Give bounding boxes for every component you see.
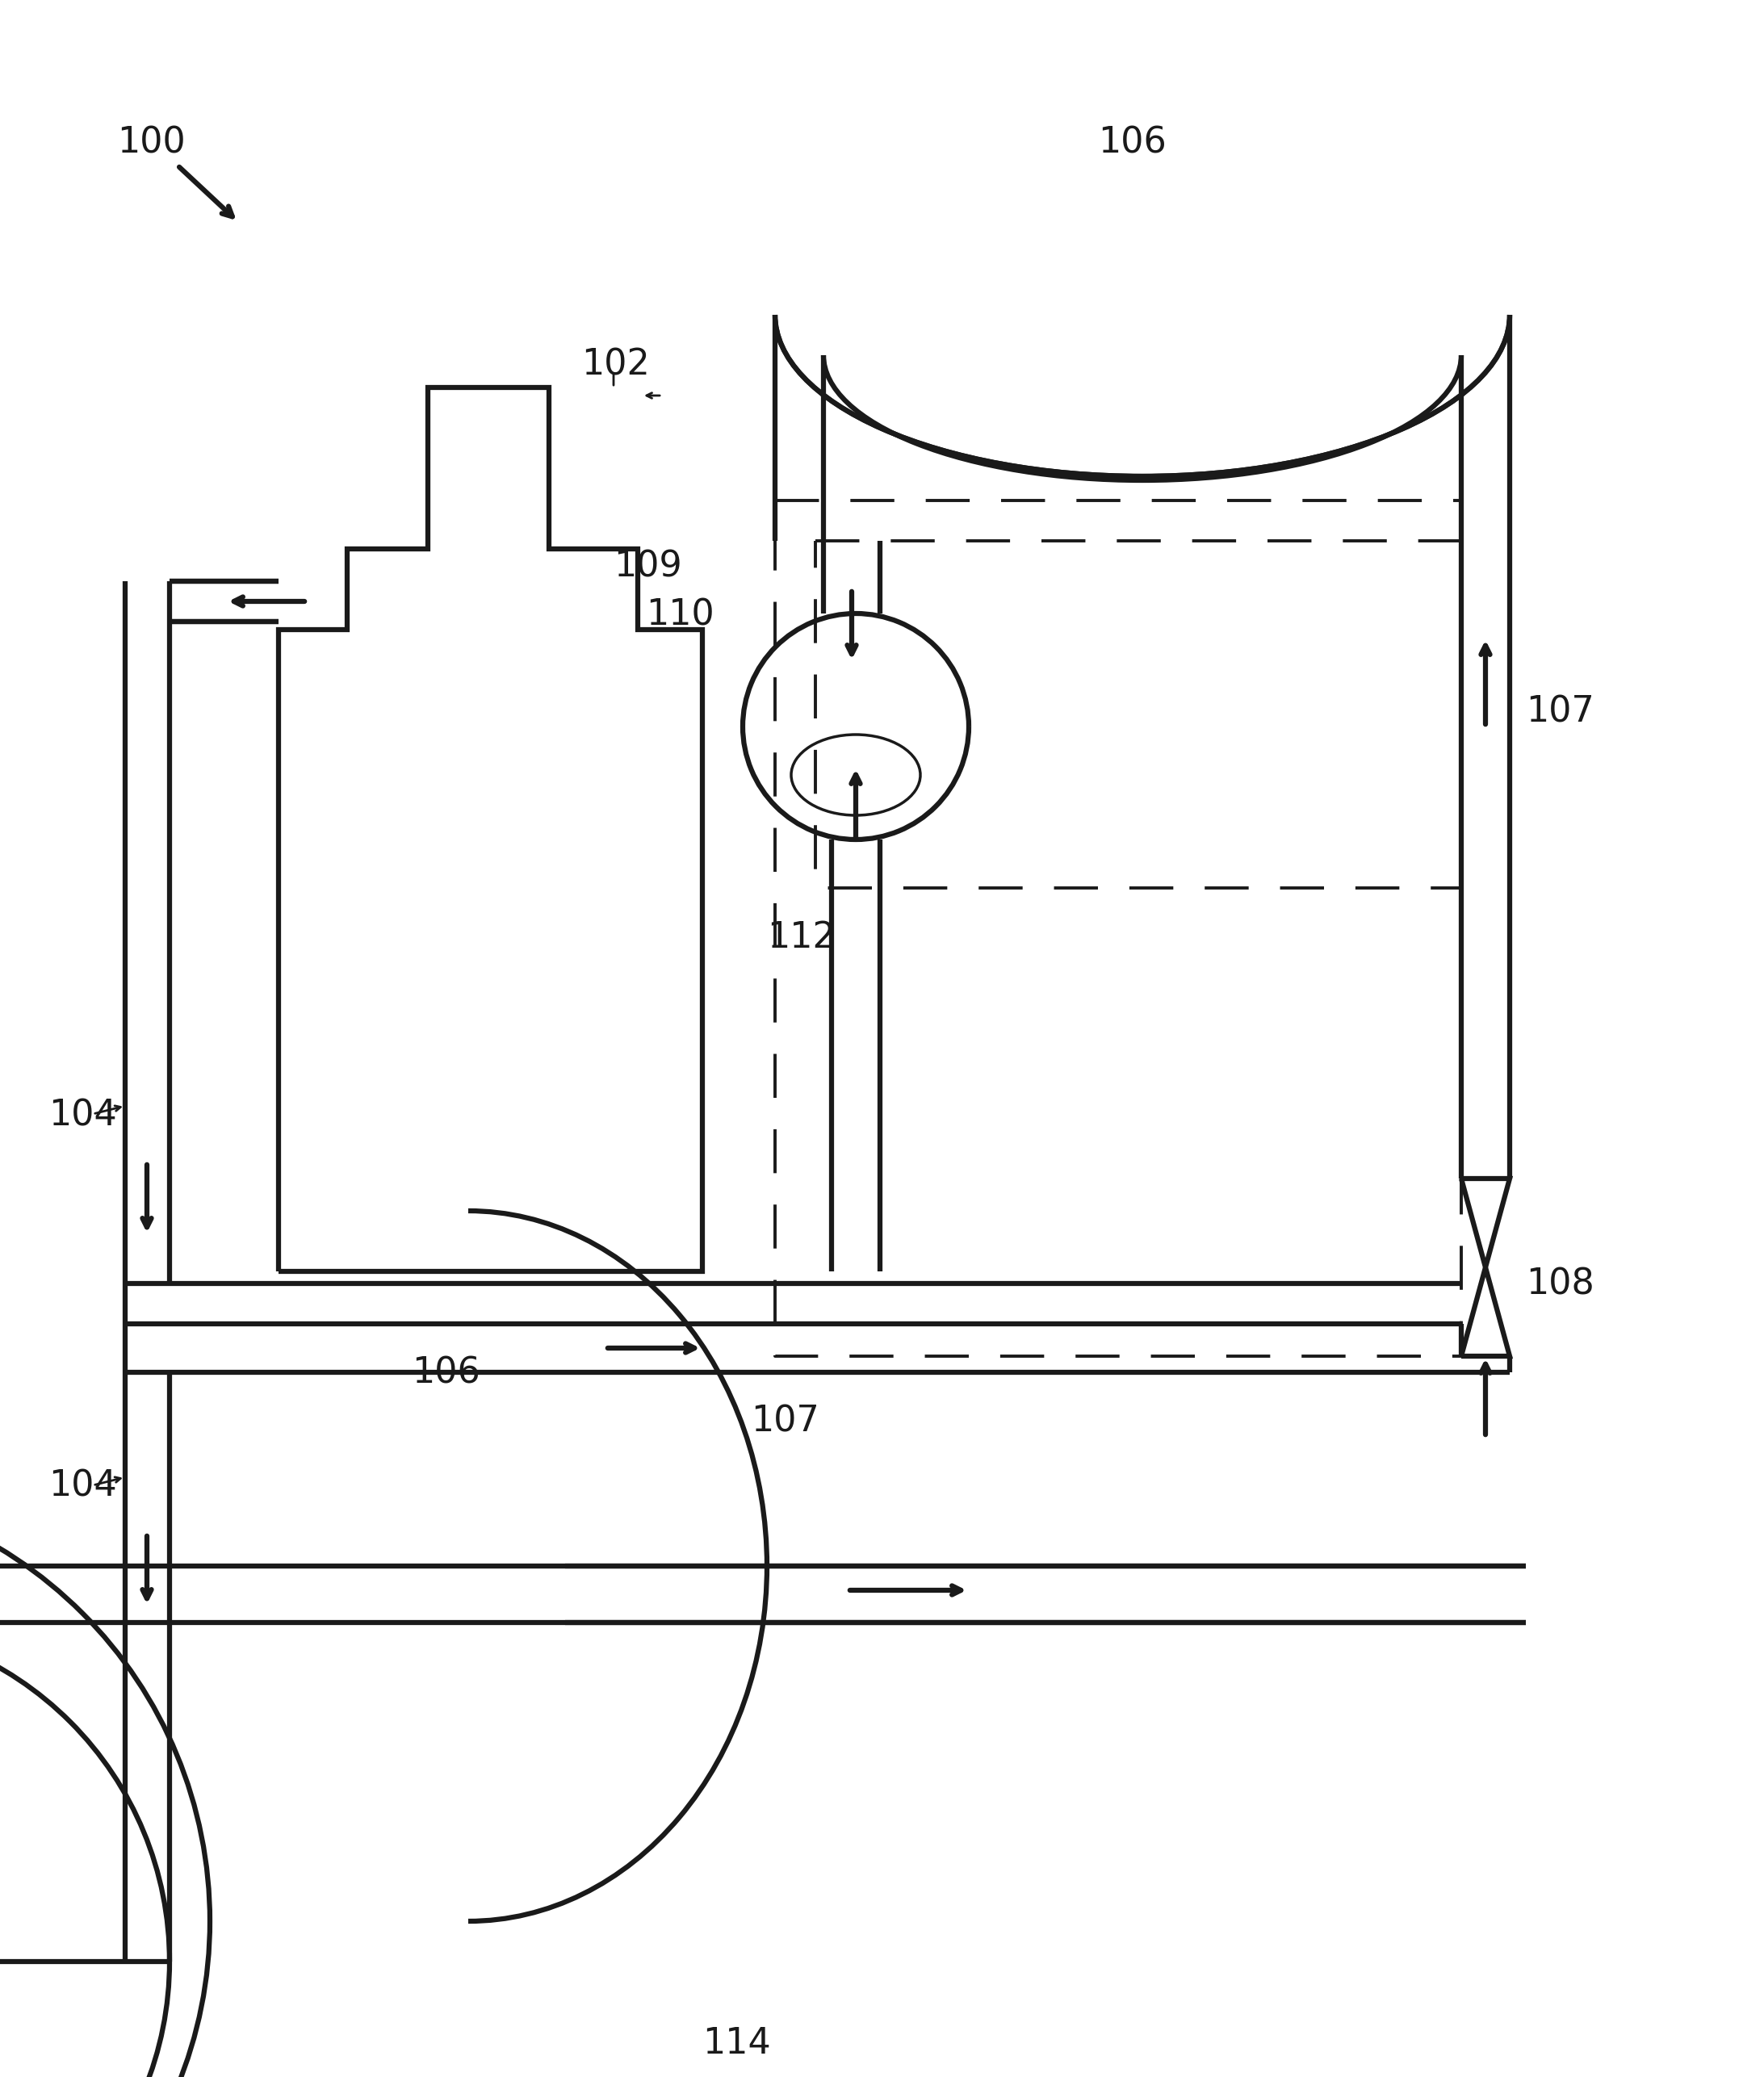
Text: 108: 108 <box>1526 1267 1595 1302</box>
Text: 107: 107 <box>751 1404 818 1439</box>
Text: 112: 112 <box>767 920 836 955</box>
Text: 104: 104 <box>48 1468 116 1504</box>
Text: 102: 102 <box>582 347 649 382</box>
Text: 106: 106 <box>411 1356 480 1392</box>
Text: 100: 100 <box>116 125 185 160</box>
Text: 104: 104 <box>48 1099 116 1132</box>
Text: 114: 114 <box>702 2027 771 2060</box>
Text: 107: 107 <box>1526 694 1595 729</box>
Text: 110: 110 <box>646 598 714 631</box>
Text: 109: 109 <box>614 548 683 584</box>
Text: 106: 106 <box>1097 125 1166 160</box>
